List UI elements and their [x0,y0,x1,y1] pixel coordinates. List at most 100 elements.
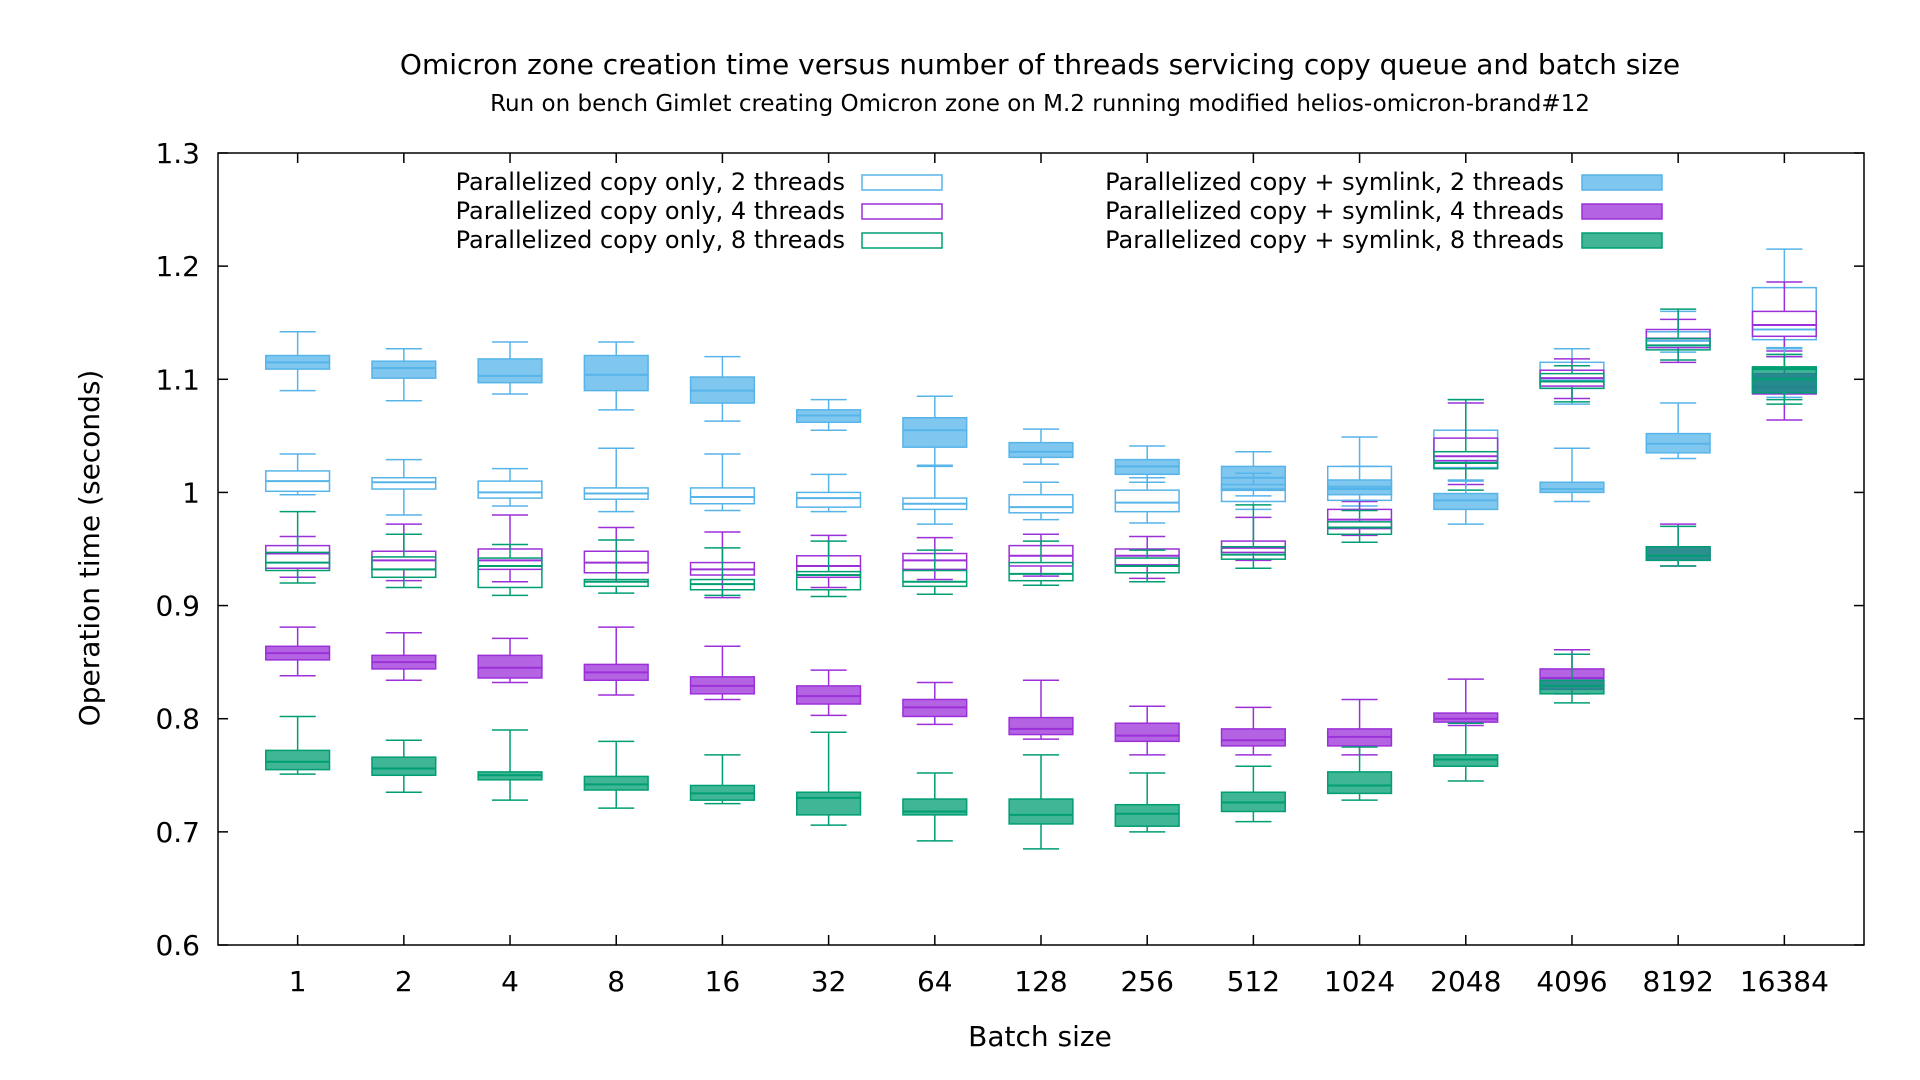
plot-area [265,248,1817,850]
box-5-2 [371,631,437,681]
box-4-8192 [1645,402,1711,460]
y-tick-label: 1.1 [155,363,200,396]
box-iqr [265,551,331,572]
x-tick-label: 64 [917,965,953,998]
box-3-128 [1008,540,1074,586]
box-iqr [1008,493,1074,514]
box-3-4096 [1539,364,1605,403]
x-tick-label: 16 [705,965,741,998]
box-iqr [477,557,543,589]
box-iqr [902,417,968,448]
box-3-16 [689,547,756,597]
x-tick-label: 32 [811,965,847,998]
box-1-1 [265,453,331,496]
box-iqr [1326,771,1393,795]
y-tick-label: 0.6 [155,929,200,962]
y-axis-label: Operation time (seconds) [73,370,106,727]
box-iqr [477,654,543,679]
box-5-512 [1220,706,1286,756]
x-tick-label: 4096 [1536,965,1607,998]
box-iqr [1008,716,1074,736]
box-6-256 [1114,772,1180,833]
box-2-16384 [1751,281,1817,352]
box-1-64 [902,465,968,525]
y-tick-label: 1 [182,476,200,509]
box-iqr [1645,545,1711,562]
box-5-16 [689,645,756,701]
box-iqr [1539,679,1605,695]
box-6-16 [689,754,756,805]
x-tick-label: 4 [501,965,519,998]
legend-swatch [1581,174,1663,191]
x-tick-label: 1 [289,965,307,998]
box-iqr [583,578,649,588]
box-1-8 [583,447,649,513]
legend: Parallelized copy only, 2 threadsParalle… [456,168,1663,254]
box-4-1024 [1326,465,1393,502]
box-6-8192 [1645,525,1711,567]
box-4-4 [477,341,543,395]
box-3-1 [265,510,331,584]
box-5-1 [265,626,331,677]
box-4-128 [1008,428,1074,465]
box-6-2 [371,739,437,794]
box-iqr [1751,367,1817,394]
box-iqr [689,487,756,505]
box-3-2048 [1433,398,1499,491]
box-iqr [371,476,437,490]
box-5-8 [583,626,649,696]
x-tick-label: 2048 [1430,965,1501,998]
box-6-1 [265,715,331,775]
box-3-512 [1220,504,1286,569]
x-tick-label: 128 [1014,965,1067,998]
legend-swatch [1581,232,1663,249]
box-5-2048 [1433,678,1499,727]
x-tick-label: 8192 [1643,965,1714,998]
box-iqr [1008,561,1074,582]
box-6-4 [477,729,543,801]
box-iqr [1114,489,1180,513]
box-5-64 [902,681,968,726]
y-tick-label: 0.9 [155,590,200,623]
box-iqr [583,775,649,791]
box-6-8 [583,740,649,809]
x-axis-label: Batch size [968,1020,1112,1053]
box-4-512 [1220,450,1286,497]
legend-entry-label: Parallelized copy + symlink, 2 threads [1105,168,1564,196]
legend-swatch [861,232,943,249]
box-3-256 [1114,549,1180,583]
box-4-64 [902,395,968,467]
box-iqr [796,685,862,705]
legend-entry-label: Parallelized copy only, 4 threads [456,197,845,225]
x-tick-label: 2 [395,965,413,998]
box-1-2 [371,458,437,516]
legend-swatch [861,174,943,191]
box-iqr [1433,492,1499,511]
box-5-32 [796,669,862,717]
box-iqr [1114,722,1180,743]
x-tick-label: 8 [607,965,625,998]
box-4-1 [265,331,331,392]
box-iqr [1008,798,1074,825]
box-iqr [371,556,437,579]
box-4-2 [371,347,437,402]
box-3-8192 [1645,308,1711,361]
x-tick-label: 1024 [1324,965,1395,998]
box-1-256 [1114,476,1180,524]
box-4-8 [583,341,649,411]
box-1-4 [477,467,543,507]
y-tick-label: 0.8 [155,703,200,736]
box-iqr [1114,548,1180,566]
box-6-4096 [1539,653,1605,704]
box-6-2048 [1433,722,1499,782]
box-iqr [1433,754,1499,767]
x-tick-label: 512 [1227,965,1280,998]
box-iqr [265,749,331,771]
legend-swatch [1581,203,1663,220]
box-1-32 [796,473,862,513]
box-iqr [902,798,968,816]
y-tick-label: 1.2 [155,250,200,283]
box-5-1024 [1326,698,1393,756]
box-1-128 [1008,481,1074,521]
box-3-2 [371,533,437,589]
